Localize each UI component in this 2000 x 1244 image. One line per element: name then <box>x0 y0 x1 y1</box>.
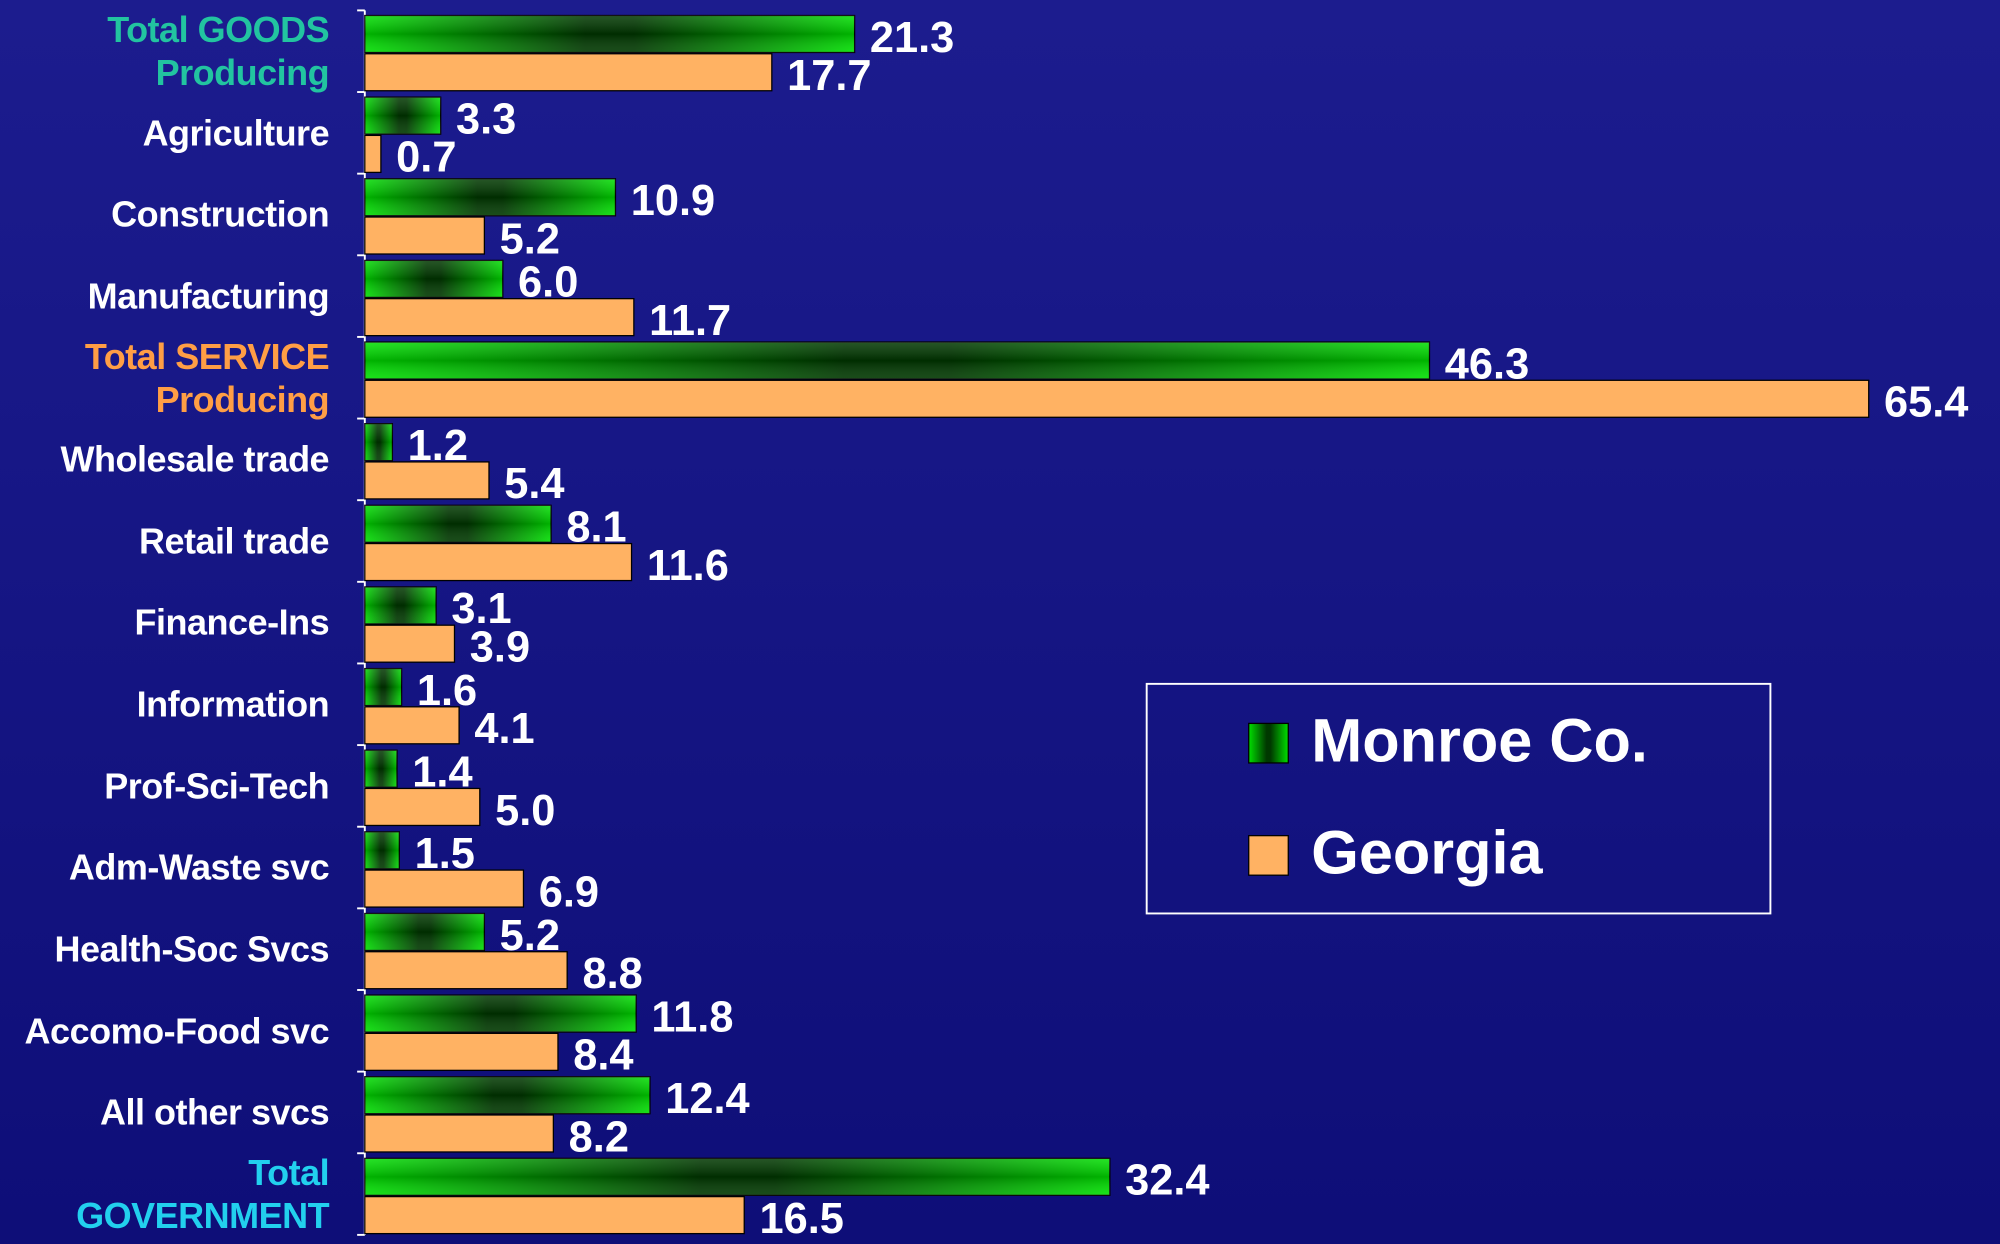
value-label: 0.7 <box>396 134 456 182</box>
value-label: 8.4 <box>573 1032 633 1080</box>
bar <box>364 869 525 908</box>
category-label: Total GOODS Producing <box>107 8 330 94</box>
value-label: 11.8 <box>651 993 733 1041</box>
category-label: Construction <box>111 193 330 235</box>
bar-shade <box>364 750 397 788</box>
bar-shade <box>364 97 441 135</box>
value-label: 5.0 <box>495 787 555 835</box>
bar-shade <box>364 423 393 461</box>
value-label: 11.6 <box>647 542 729 590</box>
category-label: Total GOVERNMENT <box>76 1151 330 1236</box>
bar-shade <box>364 995 637 1033</box>
category-label: Prof-Sci-Tech <box>104 765 330 807</box>
category-label: All other svcs <box>100 1091 330 1133</box>
bar-shade <box>364 15 855 53</box>
legend-label: Monroe Co. <box>1311 706 1648 774</box>
value-label: 12.4 <box>665 1075 749 1123</box>
value-label: 3.1 <box>451 585 511 633</box>
bar-shade <box>364 178 616 216</box>
category-label: Total SERVICE Producing <box>84 335 330 420</box>
category-label: Health-Soc Svcs <box>54 928 330 970</box>
category-label: Retail trade <box>139 520 330 562</box>
value-label: 8.8 <box>582 950 642 998</box>
legend-box <box>1145 682 1772 915</box>
category-label: Adm-Waste svc <box>68 846 330 888</box>
value-label: 4.1 <box>474 705 534 753</box>
bar-shade <box>364 1158 1110 1196</box>
legend-swatch <box>1248 722 1289 764</box>
value-label: 17.7 <box>787 52 871 100</box>
value-label: 65.4 <box>1884 379 1968 427</box>
value-label: 32.4 <box>1125 1157 1209 1205</box>
bar-shade <box>364 913 485 951</box>
legend-swatch <box>1248 835 1289 876</box>
bar-shade <box>364 668 402 706</box>
bar <box>364 542 633 582</box>
bar-shade <box>364 342 1430 380</box>
value-label: 21.3 <box>870 14 954 62</box>
category-label: Agriculture <box>142 112 330 154</box>
bar <box>364 134 382 174</box>
value-label: 16.5 <box>760 1195 844 1243</box>
value-label: 11.7 <box>649 297 731 345</box>
bar <box>364 1195 745 1235</box>
category-label: Accomo-Food svc <box>24 1010 330 1052</box>
bar-shade <box>364 586 437 624</box>
category-label: Manufacturing <box>87 275 330 317</box>
bar-shade <box>364 260 503 298</box>
value-label: 5.4 <box>504 460 564 508</box>
bar-shade <box>364 505 552 543</box>
legend-label: Georgia <box>1311 819 1543 887</box>
value-label: 10.9 <box>631 177 715 225</box>
category-label: Wholesale trade <box>60 438 330 480</box>
bar <box>364 298 635 337</box>
category-label: Information <box>136 683 330 725</box>
bar <box>364 624 456 663</box>
bar <box>364 787 481 827</box>
bar <box>364 53 773 92</box>
value-label: 3.3 <box>456 95 516 143</box>
bar <box>364 461 490 500</box>
bar <box>364 951 568 990</box>
value-label: 3.9 <box>470 624 530 672</box>
bar <box>364 706 460 745</box>
value-label: 6.9 <box>539 868 599 916</box>
bar <box>364 216 486 255</box>
bar-shade <box>364 831 400 869</box>
category-label: Finance-Ins <box>134 601 330 643</box>
bar <box>364 1114 554 1153</box>
bar <box>364 1032 559 1071</box>
value-label: 5.2 <box>500 215 560 263</box>
value-label: 8.2 <box>569 1113 629 1161</box>
bar-shade <box>364 1076 650 1114</box>
bar <box>364 379 1870 418</box>
